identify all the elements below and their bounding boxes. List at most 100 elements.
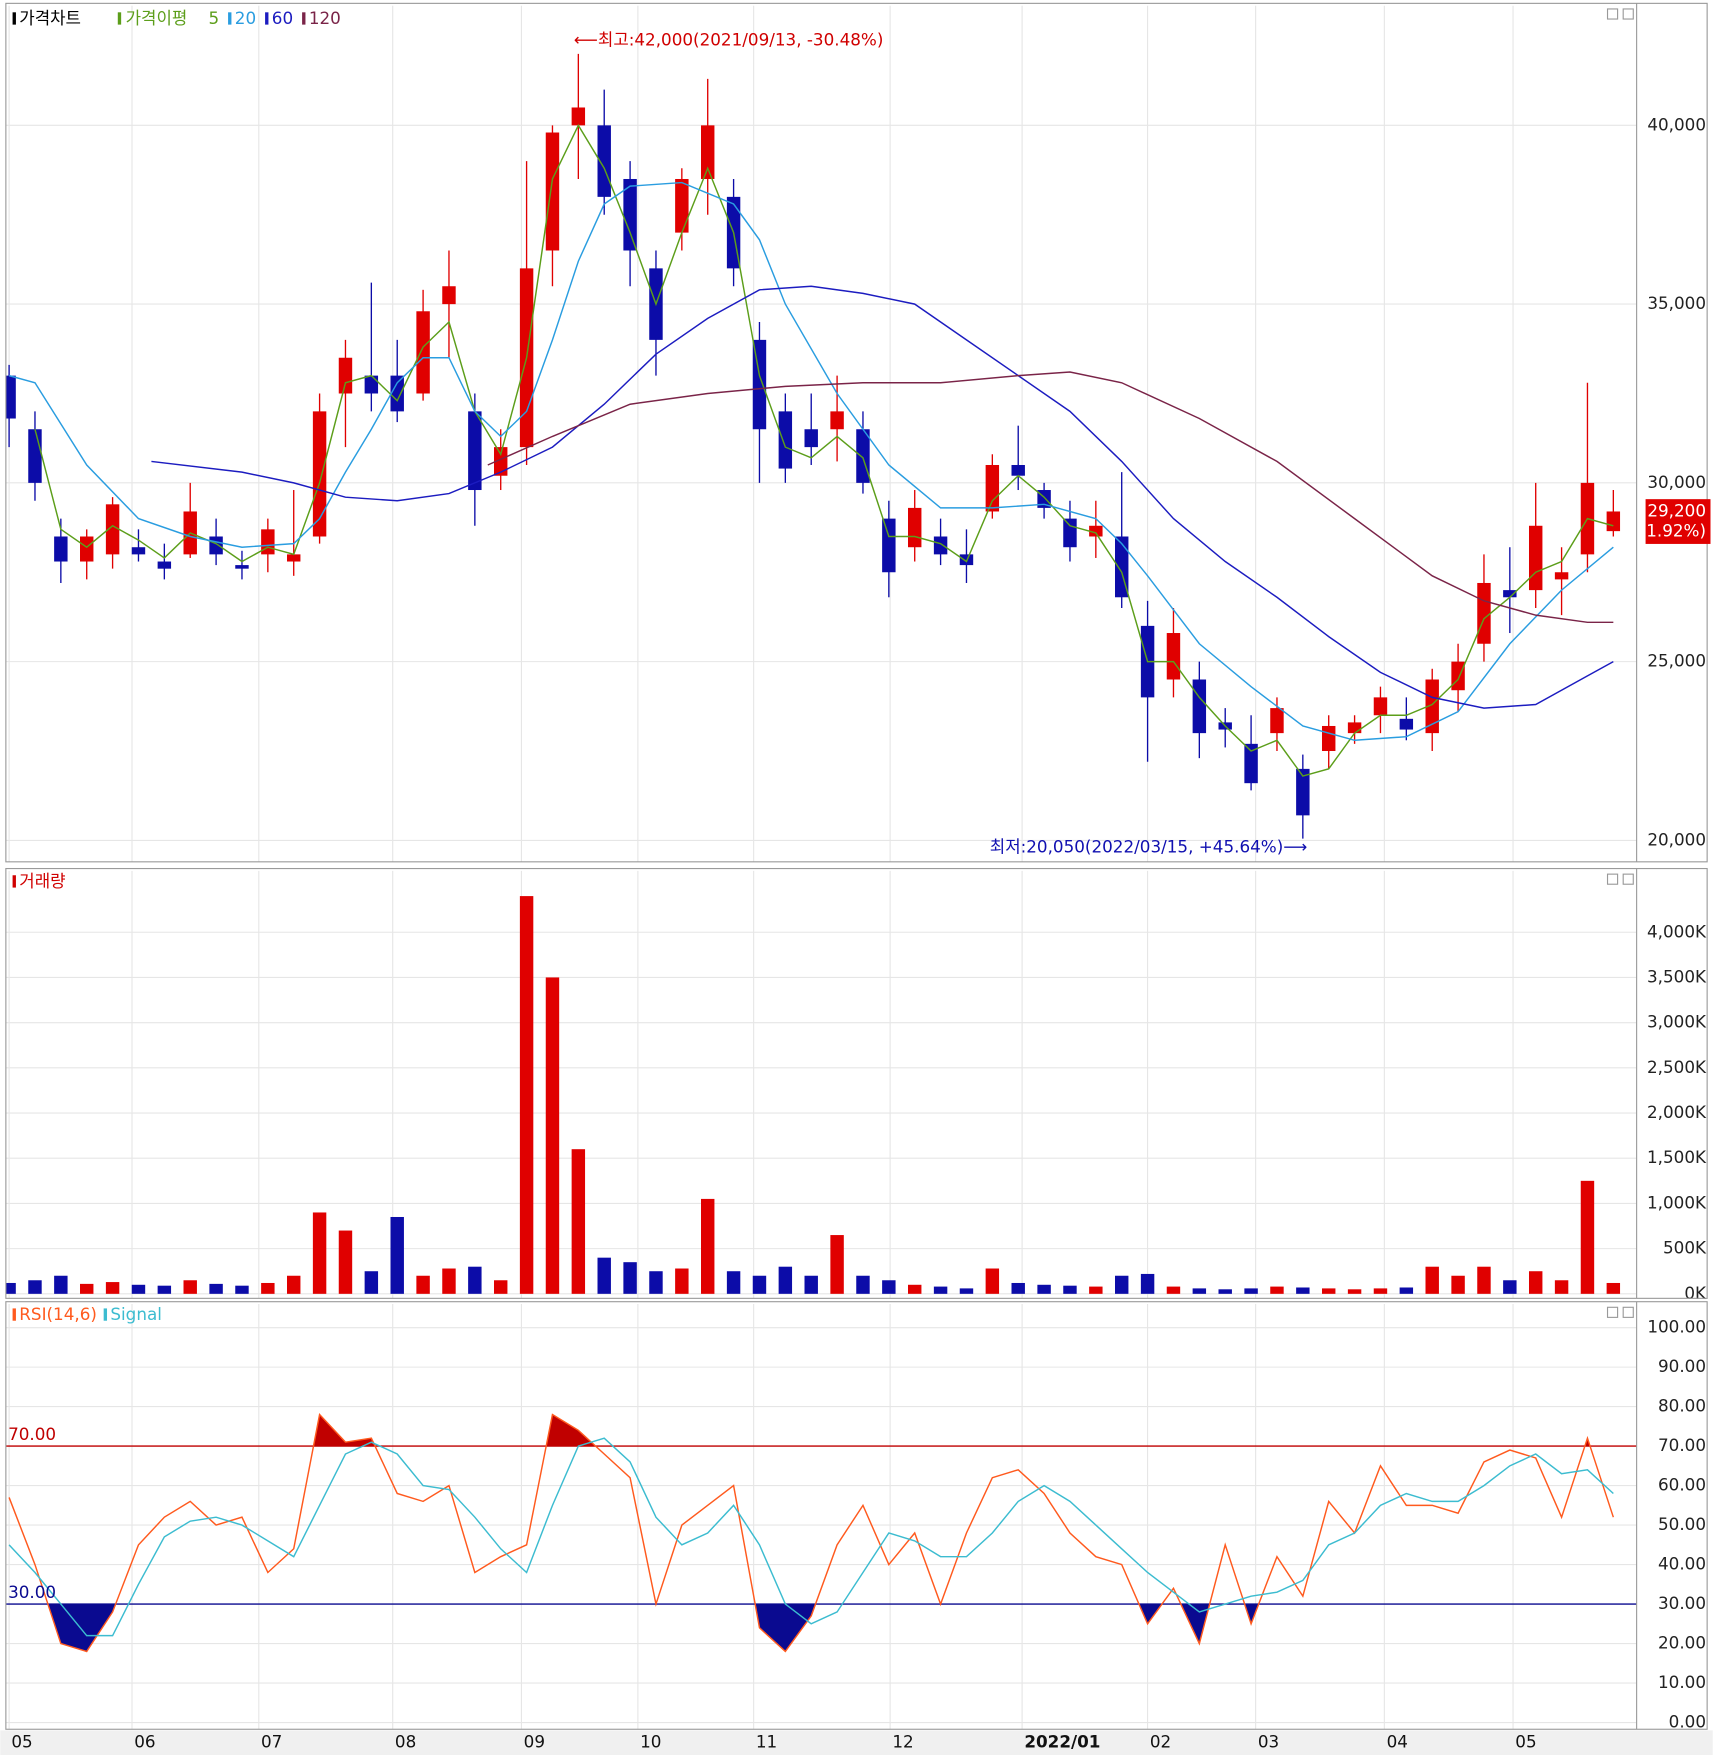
- volume-bar: [1425, 1266, 1439, 1294]
- candle-body: [1244, 743, 1258, 784]
- y-tick-label: 2,000K: [1647, 1102, 1707, 1122]
- x-tick-label: 05: [11, 1732, 32, 1752]
- window-button: [1622, 8, 1634, 20]
- annotation: ⟵최고:42,000(2021/09/13, -30.48%): [574, 29, 884, 49]
- last-price-label: 29,200: [1647, 500, 1706, 520]
- level-fill: [9, 1604, 1614, 1652]
- candle-body: [494, 447, 508, 476]
- candle-body: [1063, 518, 1077, 548]
- volume-bar: [235, 1285, 249, 1294]
- legend-marker: [117, 12, 122, 25]
- x-tick-label: 03: [1258, 1732, 1279, 1752]
- candle-body: [1296, 768, 1310, 816]
- volume-bar: [804, 1275, 818, 1294]
- legend-ma-label: 가격이평: [126, 8, 188, 28]
- y-tick-label: 30.00: [1658, 1593, 1706, 1613]
- candle-body: [623, 178, 637, 251]
- candle-body: [1503, 590, 1517, 598]
- candle-body: [882, 518, 896, 573]
- legend-title: 거래량: [19, 871, 65, 891]
- candle-body: [1192, 679, 1207, 734]
- candle-body: [985, 464, 1000, 512]
- volume-bar: [597, 1257, 611, 1294]
- volume-bar: [1606, 1282, 1621, 1294]
- candle-body: [1166, 633, 1181, 680]
- candle-body: [830, 411, 844, 430]
- candle-body: [701, 125, 715, 179]
- y-tick-label: 3,000K: [1647, 1012, 1707, 1032]
- volume-bar: [312, 1212, 327, 1294]
- volume-bar: [468, 1266, 482, 1294]
- volume-bar: [494, 1280, 508, 1294]
- candle-body: [105, 504, 120, 555]
- volume-bar: [675, 1268, 689, 1294]
- candle-body: [338, 357, 353, 394]
- legend-entry: 20: [235, 8, 256, 28]
- volume-bar: [183, 1280, 197, 1294]
- volume-bar: [209, 1283, 223, 1294]
- candle-body: [28, 429, 42, 483]
- y-tick-label: 0K: [1684, 1283, 1707, 1303]
- x-tick-label: 11: [756, 1732, 777, 1752]
- volume-bar: [752, 1275, 767, 1294]
- volume-bar: [338, 1230, 353, 1294]
- level-fill: [313, 1414, 1591, 1447]
- volume-bar: [390, 1216, 404, 1294]
- volume-bar: [933, 1286, 948, 1294]
- candle-body: [571, 107, 586, 126]
- volume-bar: [545, 977, 560, 1294]
- y-tick-label: 80.00: [1658, 1396, 1706, 1416]
- candle-body: [1399, 718, 1414, 730]
- volume-bar: [1244, 1288, 1258, 1294]
- y-tick-label: 70.00: [1658, 1435, 1706, 1455]
- volume-bar: [1011, 1282, 1025, 1294]
- candle-body: [235, 565, 249, 569]
- candle-body: [1270, 708, 1284, 734]
- window-button: [1606, 873, 1619, 885]
- legend-entry: 5: [208, 8, 219, 28]
- volume-bar: [908, 1284, 922, 1294]
- volume-bar: [1321, 1288, 1336, 1294]
- legend-marker: [12, 12, 16, 25]
- level-label: 70.00: [8, 1424, 56, 1444]
- legend-marker: [12, 875, 16, 888]
- volume-bar: [1140, 1273, 1155, 1294]
- y-tick-label: 40,000: [1647, 114, 1706, 134]
- candle-body: [1451, 661, 1465, 691]
- volume-bar: [1528, 1271, 1543, 1294]
- y-tick-label: 40.00: [1658, 1554, 1706, 1574]
- y-tick-label: 2,500K: [1647, 1057, 1707, 1077]
- volume-bar: [778, 1266, 793, 1294]
- moving-average-line: [8, 181, 1614, 742]
- window-button: [1606, 1306, 1619, 1318]
- candle-body: [1606, 511, 1621, 532]
- volume-bar: [416, 1275, 430, 1294]
- volume-bar: [1580, 1180, 1595, 1294]
- candle-body: [1347, 722, 1362, 734]
- y-tick-label: 35,000: [1647, 293, 1706, 313]
- candle-body: [157, 561, 172, 569]
- volume-bar: [1218, 1289, 1232, 1294]
- x-tick-label: 05: [1515, 1732, 1536, 1752]
- candle-body: [752, 339, 767, 430]
- panel-frame: [5, 1301, 1708, 1730]
- volume-bar: [1089, 1286, 1103, 1294]
- candle-body: [416, 311, 430, 394]
- y-tick-label: 500K: [1663, 1238, 1707, 1258]
- candle-body: [804, 429, 818, 448]
- candle-body: [675, 178, 689, 233]
- volume-bar: [856, 1275, 870, 1294]
- volume-bar: [649, 1271, 663, 1294]
- legend-entry: RSI(14,6): [19, 1304, 97, 1324]
- legend-title: 가격차트: [19, 8, 81, 28]
- series-line: [8, 1437, 1614, 1637]
- legend-entry: 120: [309, 8, 341, 28]
- volume-bar: [959, 1288, 974, 1294]
- volume-bar: [1554, 1280, 1569, 1294]
- legend-marker: [12, 1308, 16, 1321]
- volume-bar: [985, 1268, 1000, 1294]
- panel: [5, 5, 1637, 862]
- volume-bar: [105, 1282, 120, 1294]
- candle-body: [1321, 725, 1336, 752]
